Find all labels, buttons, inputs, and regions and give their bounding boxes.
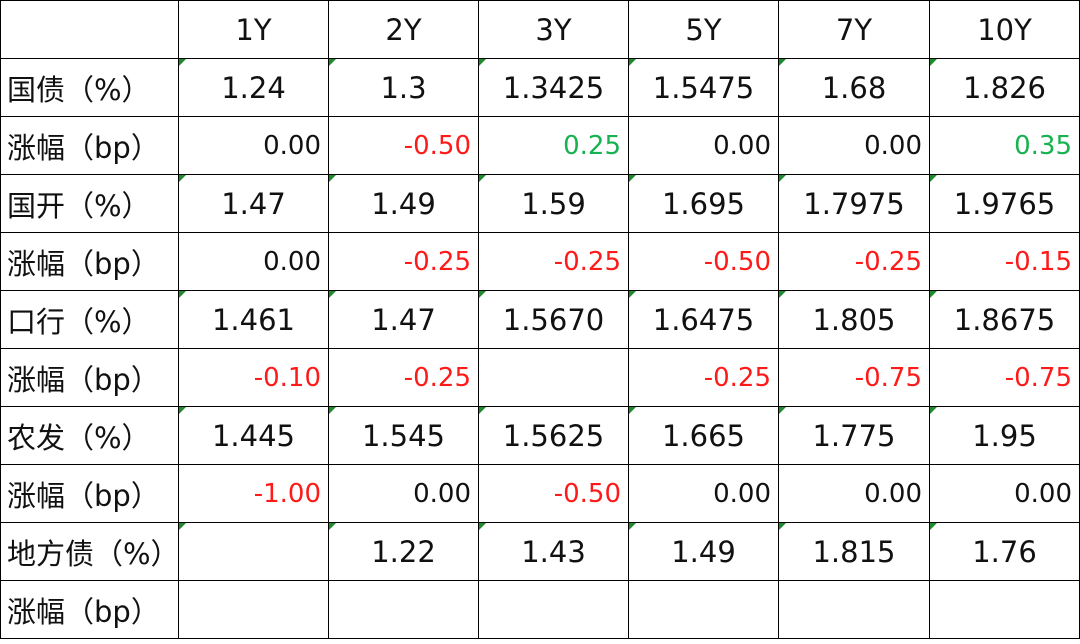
rate-cell-7y: 1.775	[778, 406, 930, 465]
rate-row: 国债（%） 1.24 1.3 1.3425 1.5475 1.68 1.826	[0, 58, 1080, 117]
tenor-header-1y: 1Y	[178, 0, 329, 59]
rate-cell-2y: 1.22	[328, 522, 479, 581]
rate-cell-5y: 1.665	[628, 406, 779, 465]
change-cell-2y: -0.50	[328, 116, 479, 175]
change-row: 涨幅（bp） -1.00 0.00 -0.50 0.00 0.00 0.00	[0, 464, 1080, 523]
change-cell-10y: -0.15	[929, 232, 1080, 291]
change-cell-1y: 0.00	[178, 232, 329, 291]
change-cell-5y: 0.00	[628, 464, 779, 523]
rate-cell-1y: 1.461	[178, 290, 329, 349]
rate-cell-2y: 1.47	[328, 290, 479, 349]
change-cell-10y	[929, 580, 1080, 639]
tenor-header-7y: 7Y	[778, 0, 930, 59]
change-cell-3y: -0.25	[478, 232, 629, 291]
change-cell-2y: -0.25	[328, 348, 479, 407]
change-cell-5y: 0.00	[628, 116, 779, 175]
change-cell-3y	[478, 580, 629, 639]
change-row: 涨幅（bp）	[0, 580, 1080, 639]
change-cell-5y: -0.25	[628, 348, 779, 407]
change-cell-7y: 0.00	[778, 116, 930, 175]
rate-cell-1y: 1.445	[178, 406, 329, 465]
tenor-header-3y: 3Y	[478, 0, 629, 59]
rate-cell-7y: 1.68	[778, 58, 930, 117]
rate-cell-10y: 1.76	[929, 522, 1080, 581]
change-cell-7y	[778, 580, 930, 639]
rate-row: 地方债（%） 1.22 1.43 1.49 1.815 1.76	[0, 522, 1080, 581]
change-row-label: 涨幅（bp）	[0, 348, 179, 407]
change-cell-5y: -0.50	[628, 232, 779, 291]
rate-cell-10y: 1.826	[929, 58, 1080, 117]
change-row: 涨幅（bp） 0.00 -0.25 -0.25 -0.50 -0.25 -0.15	[0, 232, 1080, 291]
rate-cell-3y: 1.5625	[478, 406, 629, 465]
rate-cell-10y: 1.9765	[929, 174, 1080, 233]
change-cell-10y: 0.35	[929, 116, 1080, 175]
change-row-label: 涨幅（bp）	[0, 116, 179, 175]
change-cell-5y	[628, 580, 779, 639]
rate-row-label: 地方债（%）	[0, 522, 179, 581]
change-cell-10y: -0.75	[929, 348, 1080, 407]
corner-cell	[0, 0, 179, 59]
change-cell-1y: -1.00	[178, 464, 329, 523]
rate-cell-5y: 1.6475	[628, 290, 779, 349]
table-body: 国债（%） 1.24 1.3 1.3425 1.5475 1.68 1.826 涨幅（bp） 0…	[0, 58, 1080, 639]
change-cell-2y: -0.25	[328, 232, 479, 291]
rate-cell-3y: 1.3425	[478, 58, 629, 117]
rate-row-label: 农发（%）	[0, 406, 179, 465]
change-cell-2y: 0.00	[328, 464, 479, 523]
change-row: 涨幅（bp） 0.00 -0.50 0.25 0.00 0.00 0.35	[0, 116, 1080, 175]
rate-cell-7y: 1.7975	[778, 174, 930, 233]
rate-cell-2y: 1.49	[328, 174, 479, 233]
change-cell-7y: 0.00	[778, 464, 930, 523]
change-cell-3y: -0.50	[478, 464, 629, 523]
change-cell-2y	[328, 580, 479, 639]
rate-cell-3y: 1.43	[478, 522, 629, 581]
rate-cell-10y: 1.95	[929, 406, 1080, 465]
change-cell-7y: -0.25	[778, 232, 930, 291]
tenor-header-5y: 5Y	[628, 0, 779, 59]
change-cell-1y: 0.00	[178, 116, 329, 175]
rate-cell-3y: 1.5670	[478, 290, 629, 349]
change-row-label: 涨幅（bp）	[0, 580, 179, 639]
rate-row-label: 国开（%）	[0, 174, 179, 233]
rate-cell-5y: 1.695	[628, 174, 779, 233]
change-cell-7y: -0.75	[778, 348, 930, 407]
rate-cell-3y: 1.59	[478, 174, 629, 233]
rate-cell-1y	[178, 522, 329, 581]
change-cell-3y	[478, 348, 629, 407]
rate-cell-7y: 1.805	[778, 290, 930, 349]
change-cell-1y	[178, 580, 329, 639]
rate-cell-1y: 1.24	[178, 58, 329, 117]
tenor-header-2y: 2Y	[328, 0, 479, 59]
rate-cell-1y: 1.47	[178, 174, 329, 233]
change-row-label: 涨幅（bp）	[0, 232, 179, 291]
rate-row: 口行（%） 1.461 1.47 1.5670 1.6475 1.805 1.8675	[0, 290, 1080, 349]
rate-cell-7y: 1.815	[778, 522, 930, 581]
rate-row: 农发（%） 1.445 1.545 1.5625 1.665 1.775 1.95	[0, 406, 1080, 465]
tenor-header-10y: 10Y	[929, 0, 1080, 59]
rate-cell-5y: 1.5475	[628, 58, 779, 117]
rate-cell-2y: 1.545	[328, 406, 479, 465]
change-row-label: 涨幅（bp）	[0, 464, 179, 523]
change-row: 涨幅（bp） -0.10 -0.25 -0.25 -0.75 -0.75	[0, 348, 1080, 407]
change-cell-1y: -0.10	[178, 348, 329, 407]
rate-cell-5y: 1.49	[628, 522, 779, 581]
rate-row: 国开（%） 1.47 1.49 1.59 1.695 1.7975 1.9765	[0, 174, 1080, 233]
rate-row-label: 国债（%）	[0, 58, 179, 117]
change-cell-10y: 0.00	[929, 464, 1080, 523]
rate-cell-10y: 1.8675	[929, 290, 1080, 349]
rate-row-label: 口行（%）	[0, 290, 179, 349]
header-row: 1Y 2Y 3Y 5Y 7Y 10Y	[0, 0, 1080, 59]
change-cell-3y: 0.25	[478, 116, 629, 175]
rate-cell-2y: 1.3	[328, 58, 479, 117]
